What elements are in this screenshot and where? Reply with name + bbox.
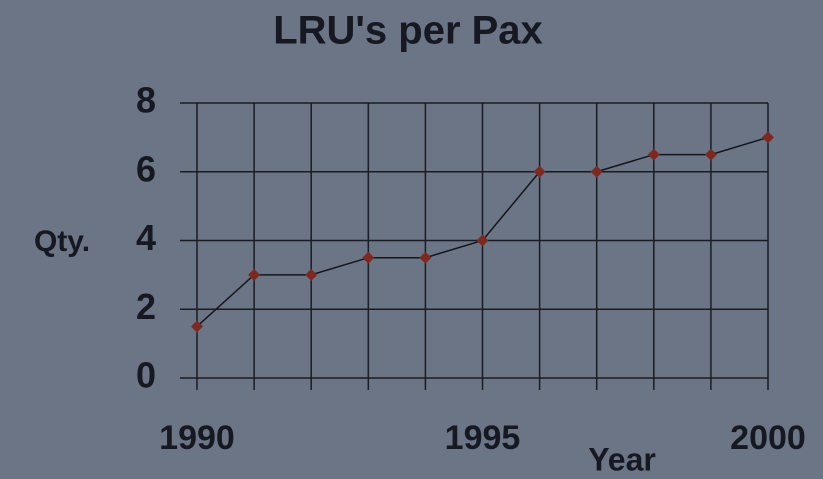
y-tick-label: 8	[136, 80, 156, 121]
y-tick-label: 4	[136, 217, 156, 258]
data-point	[362, 251, 375, 264]
data-point	[704, 148, 717, 161]
data-point	[476, 234, 489, 247]
x-tick-label: 1995	[445, 419, 521, 457]
chart-title: LRU's per Pax	[273, 9, 543, 53]
data-point	[419, 251, 432, 264]
data-point	[762, 131, 774, 144]
data-point	[305, 268, 318, 281]
y-tick-label: 2	[136, 286, 156, 327]
y-tick-label: 0	[136, 355, 156, 396]
x-tick-label: 1990	[159, 419, 235, 457]
y-tick-label: 6	[136, 148, 156, 189]
y-axis-label: Qty.	[34, 225, 90, 258]
x-tick-label: 2000	[730, 419, 806, 457]
data-point	[533, 165, 546, 178]
x-axis-label: Year	[588, 441, 656, 477]
data-point	[647, 148, 660, 161]
data-point	[191, 320, 203, 333]
data-point	[590, 165, 603, 178]
data-point	[248, 268, 261, 281]
